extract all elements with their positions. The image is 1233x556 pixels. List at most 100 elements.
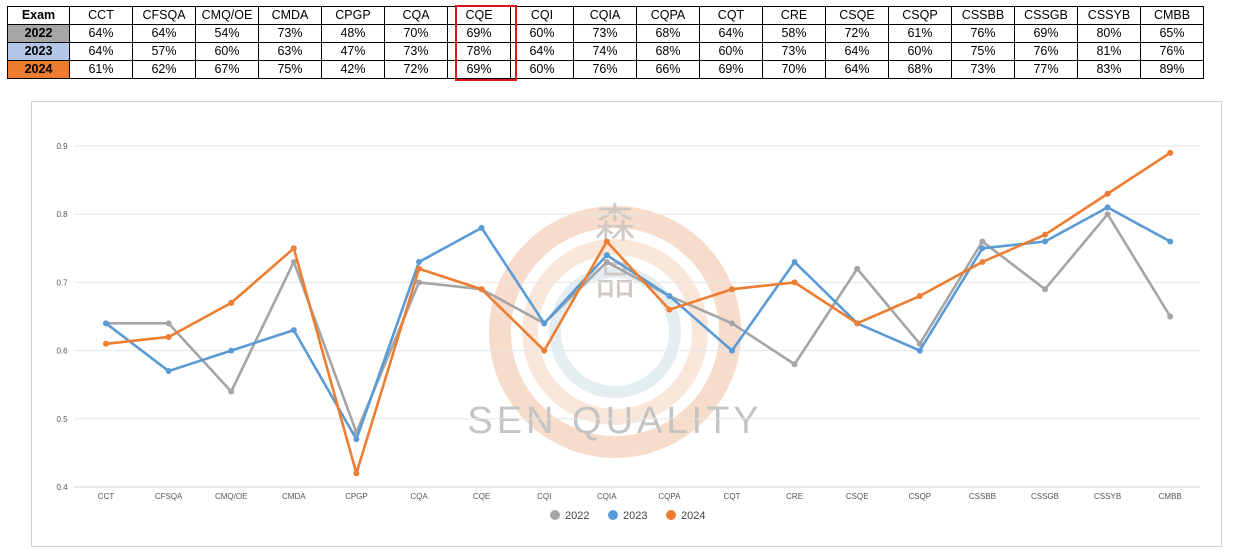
data-point [729,347,735,354]
table-cell: 69% [699,60,763,79]
data-point [1042,231,1048,238]
x-tick-label: CMQ/OE [215,492,247,501]
legend-swatch [550,510,560,520]
table-cell: 68% [636,42,700,61]
data-point [979,245,986,252]
data-point [353,436,360,443]
table-cell: 76% [951,24,1015,43]
legend-label: 2024 [681,510,705,522]
y-tick-label: 0.7 [56,278,68,287]
series-line [105,151,1171,475]
data-point [729,286,735,293]
table-cell: 76% [1014,42,1078,61]
data-point [791,361,798,368]
data-point [416,265,422,272]
table-row-label: 2022 [7,24,70,43]
data-point [290,245,297,252]
table-row: 2023 64% 57% 60% 63% 47% 73% 78% 64% 74% 68% 60% 73%… [7,42,1204,61]
table-row: 2022 64% 64% 54% 73% 48% 70% 69% 60% 73% 68% 64% 58%… [7,24,1204,43]
table-cell: 69% [447,24,511,43]
table-cell: 72% [384,60,448,79]
data-point [165,333,172,340]
table-cell: 69% [1014,24,1078,43]
table-column-header: CQI [510,6,574,25]
x-tick-label: CPGP [345,492,368,501]
x-tick-label: CMBB [1159,492,1182,501]
table-cell: 60% [195,42,259,61]
data-point [103,340,109,347]
series-line [106,212,1172,434]
table-column-header: CFSQA [132,6,196,25]
legend-item: 2023 [608,510,647,522]
watermark-glyph-top: 森 [595,201,635,247]
data-point [916,293,923,300]
table-cell: 57% [132,42,196,61]
table-cell: 64% [699,24,763,43]
table-cell: 73% [951,60,1015,79]
data-point [165,320,172,327]
data-point [603,238,610,245]
table-cell: 73% [573,24,637,43]
data-point [1042,286,1048,293]
x-tick-label: CCT [98,492,115,501]
table-column-header: CMQ/OE [195,6,259,25]
table-cell: 68% [888,60,952,79]
table-corner-label: Exam [7,6,70,25]
data-point [290,327,297,334]
x-tick-label: CSQP [908,492,931,501]
data-point [666,293,673,300]
data-point [541,320,548,327]
legend-label: 2022 [565,510,589,522]
series-2022 [103,211,1174,436]
data-point [165,368,172,375]
table-cell: 61% [69,60,133,79]
legend-swatch [666,510,676,520]
table-header-row: Exam CCT CFSQA CMQ/OE CMDA CPGP CQA CQE CQI CQIA C… [7,6,1204,25]
x-tick-label: CMDA [282,492,306,501]
table-cell: 48% [321,24,385,43]
legend-swatch [608,510,618,520]
data-point [791,258,798,265]
table-cell: 68% [636,24,700,43]
table-cell: 54% [195,24,259,43]
data-point [916,347,923,354]
y-tick-label: 0.4 [56,483,68,492]
watermark-text: SEN QUALITY [467,400,762,442]
x-tick-label: CQPA [658,492,681,501]
table-cell: 77% [1014,60,1078,79]
data-point [1042,238,1048,245]
data-point [228,388,235,395]
table-column-header: CSSYB [1077,6,1141,25]
y-tick-label: 0.5 [56,415,68,424]
table-cell: 83% [1077,60,1141,79]
table-column-header: CSQP [888,6,952,25]
table-cell: 61% [888,24,952,43]
data-point [1167,238,1174,245]
data-point [979,238,986,245]
x-tick-label: CQT [724,492,741,501]
legend-item: 2022 [550,510,589,522]
data-point [1167,149,1174,156]
y-tick-label: 0.9 [56,142,68,151]
data-point [729,320,735,327]
table-column-header: CMDA [258,6,322,25]
table-cell: 64% [69,42,133,61]
table-cell: 69% [447,60,511,79]
pass-rate-table: Exam CCT CFSQA CMQ/OE CMDA CPGP CQA CQE CQI CQIA C… [7,6,1204,79]
table-column-header: CSQE [825,6,889,25]
table-cell: 60% [510,60,574,79]
data-point [1167,313,1174,320]
table-cell: 73% [762,42,826,61]
table-column-header: CMBB [1140,6,1204,25]
x-tick-label: CQI [537,492,551,501]
x-tick-label: CSQE [846,492,869,501]
table-cell: 42% [321,60,385,79]
table-column-header: CSSBB [951,6,1015,25]
table-cell: 60% [510,24,574,43]
data-point [666,306,673,313]
x-tick-label: CQE [473,492,490,501]
data-point [228,347,235,354]
x-tick-label: CQA [410,492,428,501]
table-cell: 76% [1140,42,1204,61]
y-tick-label: 0.8 [56,210,68,219]
